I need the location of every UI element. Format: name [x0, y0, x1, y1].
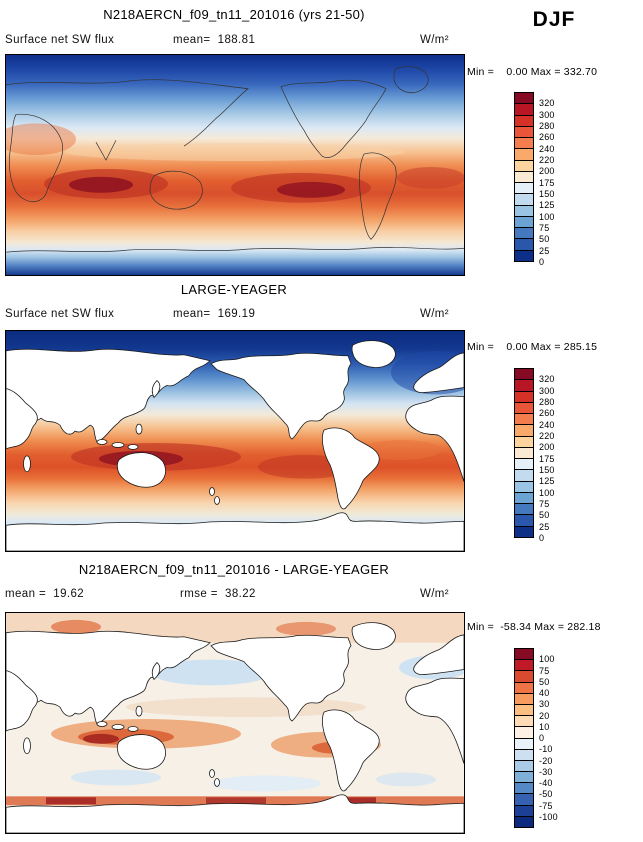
- panel-1-minmax: Min = 0.00 Max = 332.70: [467, 66, 598, 78]
- panel-3-rmse-value: rmse = 38.22: [180, 588, 256, 600]
- panel-3-units-label: W/m²: [419, 588, 449, 600]
- panel-1-field-label: Surface net SW flux: [5, 34, 115, 46]
- panel-2-minmax: Min = 0.00 Max = 285.15: [467, 341, 598, 353]
- panel-2-colorbar-labels: 320 300 280 260 240 220 200 175 150 125 100 75 50 25 0: [539, 374, 555, 543]
- panel-3-stats-row: mean = 19.62 rmse = 38.22 W/m²: [5, 588, 463, 602]
- map-model-sw-flux: [5, 54, 465, 276]
- map-diff-canvas: [6, 613, 464, 833]
- panel-3-mean-value: mean = 19.62: [5, 588, 85, 600]
- panel-1-colorbar-labels: 320 300 280 260 240 220 200 175 150 125 100 75 50 25 0: [539, 98, 555, 267]
- panel-3-colorbar: 100 75 50 40 30 20 10 0 -10 -20 -30 -40 -50 -75 -100: [514, 648, 584, 828]
- map-obs-canvas: [6, 331, 464, 551]
- panel-2-colorbar: 320 300 280 260 240 220 200 175 150 125 100 75 50 25 0: [514, 368, 584, 543]
- panel-2-colorbar-boxes: [514, 368, 534, 538]
- panel-1-title: N218AERCN_f09_tn11_201016 (yrs 21-50): [103, 7, 365, 22]
- panel-3-title: N218AERCN_f09_tn11_201016 - LARGE-YEAGER: [78, 562, 390, 577]
- map-model-canvas: [6, 55, 464, 275]
- panel-1-colorbar: 320 300 280 260 240 220 200 175 150 125 100 75 50 25 0: [514, 92, 584, 267]
- panel-2-field-label: Surface net SW flux: [5, 308, 115, 320]
- map-obs-sw-flux: [5, 330, 465, 552]
- season-label: DJF: [532, 8, 576, 31]
- panel-1-subtitle-row: Surface net SW flux mean= 188.81 W/m²: [5, 34, 463, 48]
- panel-3-minmax: Min = -58.34 Max = 282.18: [467, 621, 601, 633]
- panel-2-units-label: W/m²: [419, 308, 449, 320]
- panel-2-subtitle-row: Surface net SW flux mean= 169.19 W/m²: [5, 308, 463, 322]
- map-diff-sw-flux: [5, 612, 465, 834]
- panel-1-mean-value: mean= 188.81: [173, 34, 256, 46]
- panel-3-colorbar-boxes: [514, 648, 534, 828]
- panel-1-units-label: W/m²: [419, 34, 449, 46]
- panel-2-mean-value: mean= 169.19: [173, 308, 256, 320]
- panel-3-colorbar-labels: 100 75 50 40 30 20 10 0 -10 -20 -30 -40 -50 -75 -100: [539, 654, 558, 822]
- panel-2-title: LARGE-YEAGER: [180, 282, 288, 297]
- panel-1-colorbar-boxes: [514, 92, 534, 262]
